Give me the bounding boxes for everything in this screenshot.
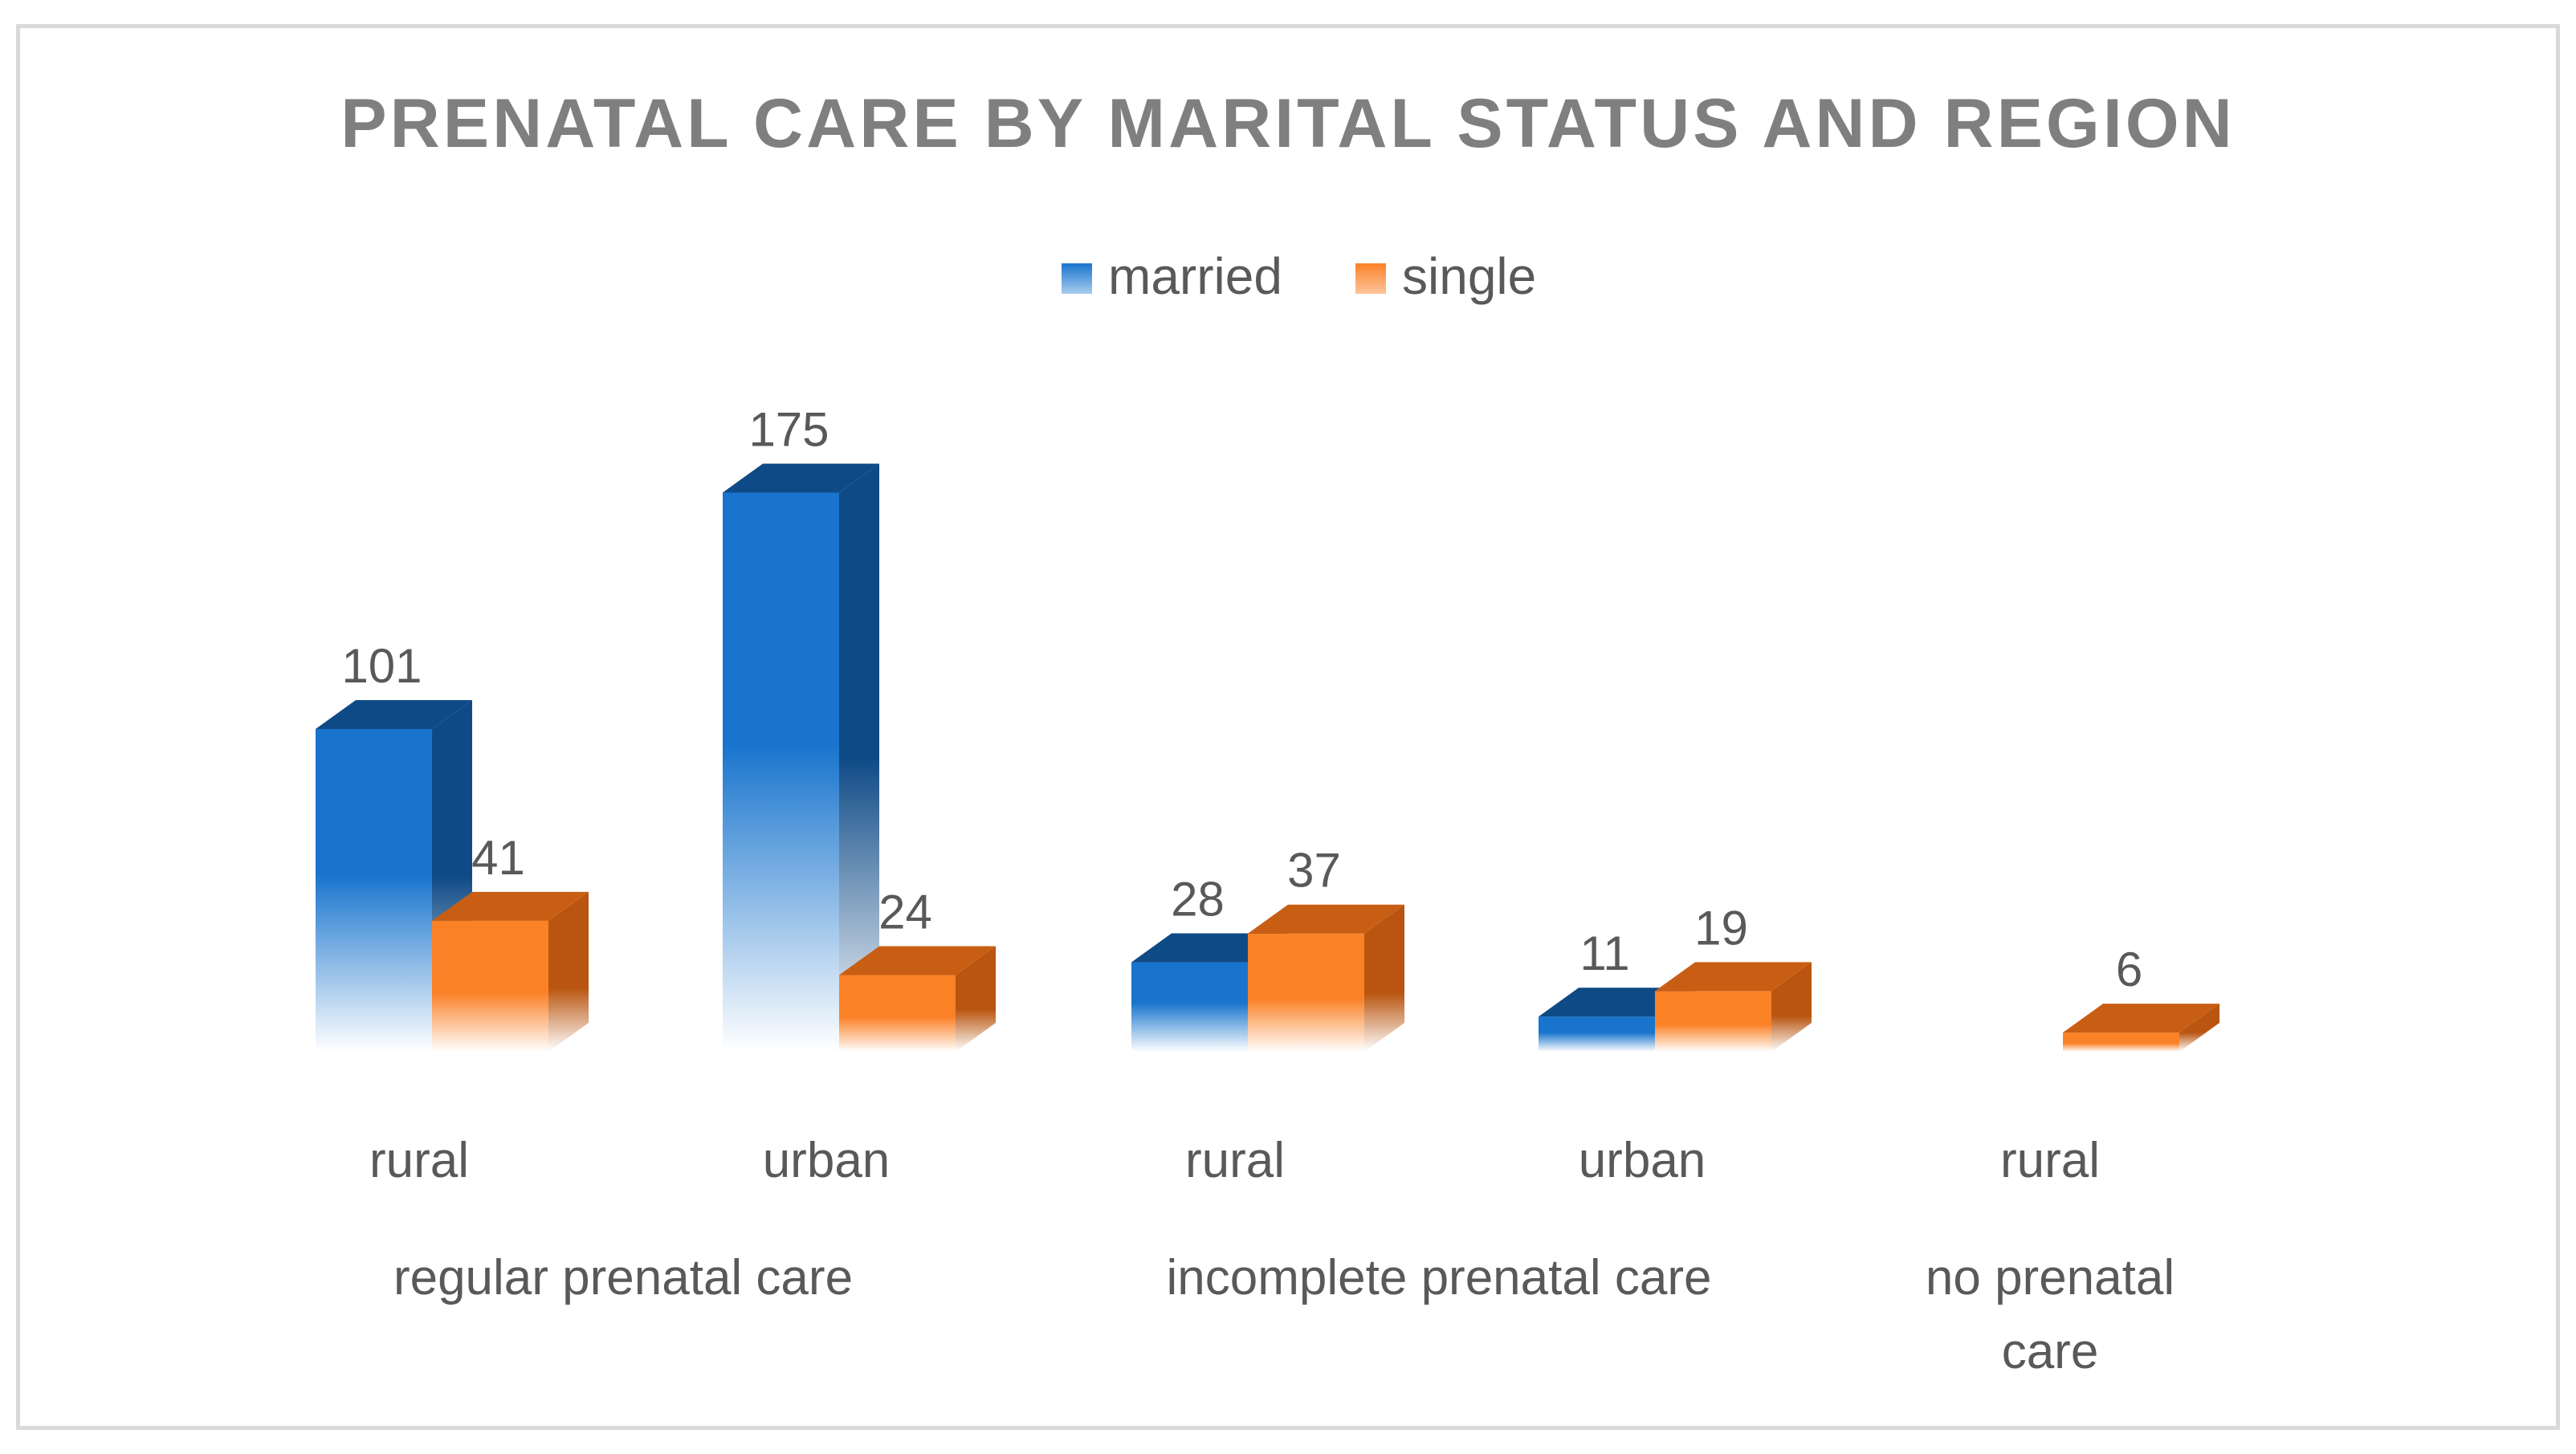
legend-swatch-married (1062, 263, 1092, 294)
bar-front-face (1131, 962, 1248, 1052)
group-label-no-prenatal-care-line-1: no prenatal (1926, 1250, 2175, 1305)
tick-label-rural-4: rural (2000, 1133, 2100, 1188)
group-label-no-prenatal-care-line-2: care (2002, 1324, 2099, 1379)
bar-top-face (723, 463, 879, 493)
bar-side-face (1364, 904, 1404, 1052)
bar-side-face (839, 463, 879, 1052)
data-label-single-4: 6 (2116, 943, 2142, 996)
bar-front-face (723, 492, 839, 1052)
bar-top-face (1655, 962, 1812, 992)
data-label-single-0: 41 (471, 831, 525, 885)
data-label-single-2: 37 (1287, 844, 1341, 898)
data-label-married-1: 175 (748, 403, 829, 457)
bar-front-face (1539, 1016, 1655, 1052)
bar-front-face (432, 920, 548, 1052)
bar-front-face (1655, 991, 1771, 1052)
legend: married single (1062, 247, 1536, 305)
data-label-married-2: 28 (1171, 873, 1225, 927)
group-labels: regular prenatal care incomplete prenatal… (393, 1250, 2175, 1379)
bars (316, 463, 2219, 1052)
bar-single-incomplete-prenatal-care-urban (1655, 962, 1812, 1052)
legend-item-single: single (1355, 247, 1536, 305)
bar-top-face (839, 946, 996, 975)
data-label-married-0: 101 (341, 639, 422, 693)
bar-side-face (1771, 962, 1812, 1052)
data-label-single-1: 24 (878, 885, 932, 939)
bar-front-face (839, 975, 956, 1052)
legend-item-married: married (1062, 247, 1282, 305)
tick-label-urban-1: urban (763, 1133, 891, 1188)
chart-title: PRENATAL CARE BY MARITAL STATUS AND REGI… (340, 85, 2235, 162)
bar-side-face (548, 891, 589, 1052)
bar-single-regular-prenatal-care-rural (432, 891, 589, 1052)
bar-single-incomplete-prenatal-care-rural (1248, 904, 1404, 1052)
value-labels: 101 41 175 24 28 37 11 19 6 (341, 403, 2142, 997)
tick-label-rural-2: rural (1185, 1133, 1285, 1188)
data-label-married-3: 11 (1579, 927, 1629, 980)
legend-label-single: single (1402, 247, 1536, 305)
bar-front-face (1248, 933, 1364, 1052)
legend-label-married: married (1108, 247, 1282, 305)
bar-side-face (2179, 1004, 2219, 1052)
bar-top-face (2063, 1004, 2219, 1033)
tick-label-rural-0: rural (369, 1133, 469, 1188)
group-label-incomplete-prenatal-care: incomplete prenatal care (1167, 1250, 1712, 1305)
bar-single-regular-prenatal-care-urban (839, 946, 996, 1052)
bar-single-no-prenatal-care-rural (2063, 1004, 2219, 1052)
bar-top-face (1248, 904, 1404, 934)
bar-top-face (432, 891, 589, 921)
bar-side-face (956, 946, 996, 1052)
bar-front-face (2063, 1032, 2179, 1052)
data-label-single-3: 19 (1694, 901, 1748, 955)
legend-swatch-single (1355, 263, 1386, 294)
bar-married-regular-prenatal-care-urban (723, 463, 879, 1052)
tick-label-urban-3: urban (1579, 1133, 1706, 1188)
bar-front-face (316, 729, 432, 1052)
bar-top-face (316, 700, 472, 730)
group-label-regular-prenatal-care: regular prenatal care (393, 1250, 853, 1305)
category-labels: rural urban rural urban rural (369, 1133, 2100, 1188)
